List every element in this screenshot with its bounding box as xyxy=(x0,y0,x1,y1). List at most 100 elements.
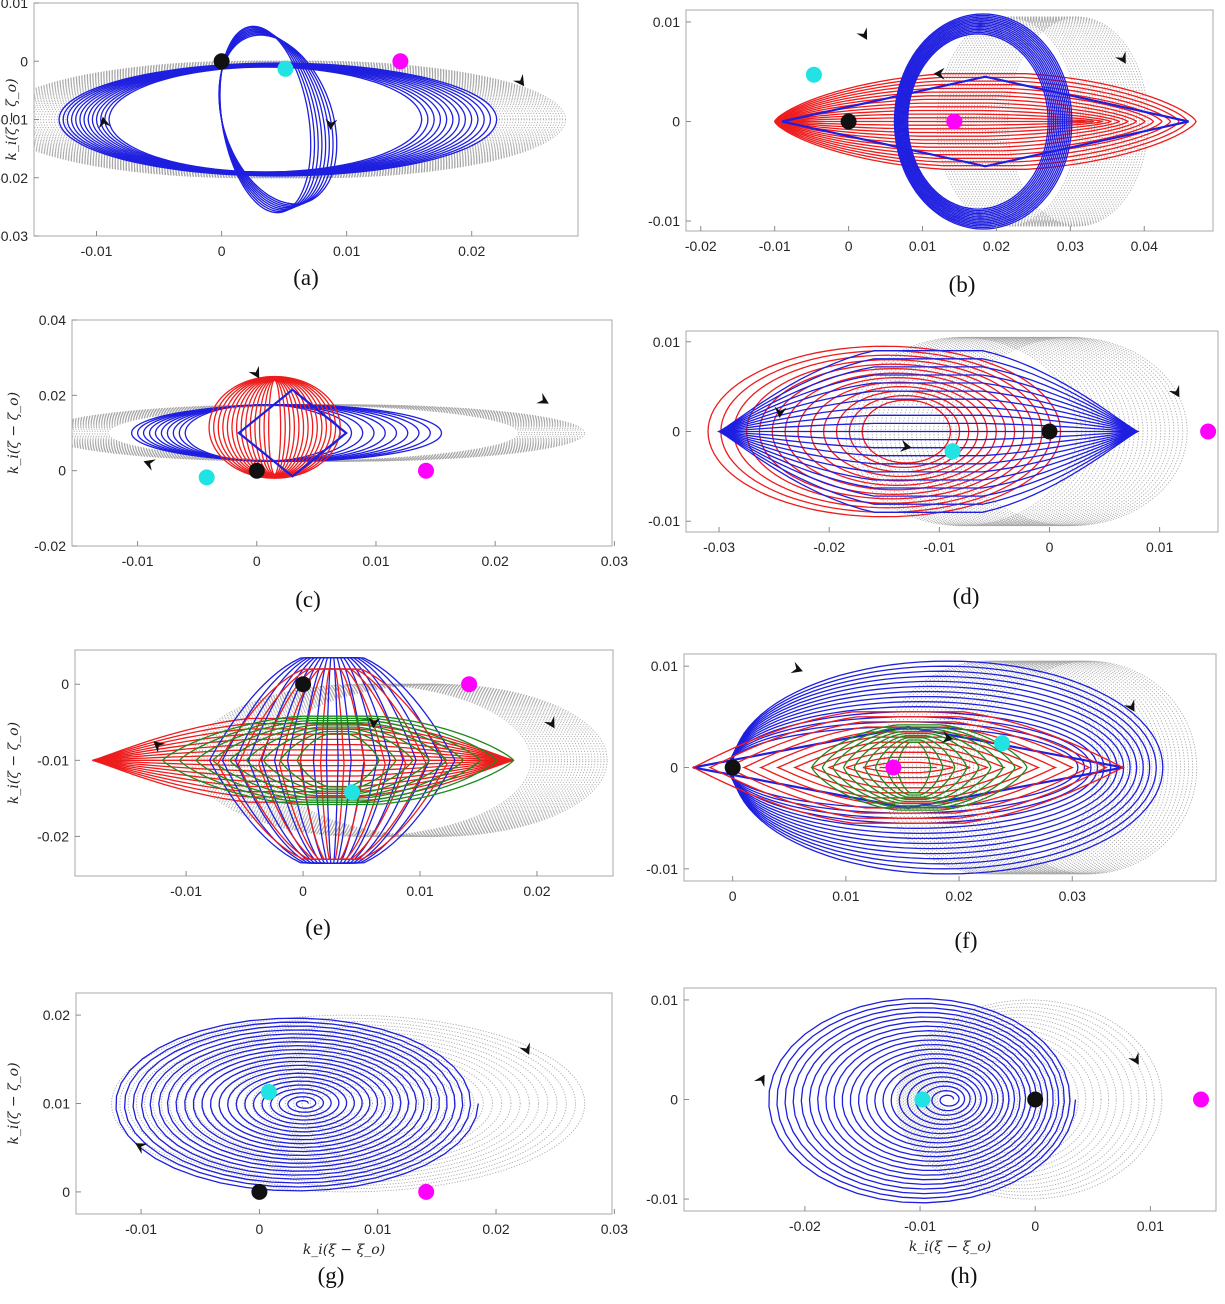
xtick-label-g-1: 0 xyxy=(256,1221,264,1237)
panel-e: -0.01 0 0.01 0.02 -0.02 -0.01 0 k_i(ζ − ζ_o) (e) xyxy=(6,649,614,940)
curve-b-2-7 xyxy=(899,22,1062,221)
curve-b-0-4 xyxy=(948,16,1090,227)
series-e-4-green xyxy=(161,715,515,806)
curve-g-0-4 xyxy=(284,1079,392,1128)
xtick-label-b-2: 0 xyxy=(845,238,853,254)
xtick-label-d-3: 0 xyxy=(1046,539,1054,555)
axes-frame-b xyxy=(685,9,1214,232)
curve-b-2-8 xyxy=(898,20,1064,223)
curve-h-0-19 xyxy=(906,1020,1117,1179)
curve-e-4-7 xyxy=(178,717,498,803)
ytick-label-b-2: 0.01 xyxy=(653,14,680,30)
xtick-label-g-4: 0.03 xyxy=(601,1221,628,1237)
curve-b-0-5 xyxy=(950,16,1093,227)
marker-a-black xyxy=(213,53,230,70)
curve-e-2-1 xyxy=(312,656,352,864)
ytick-label-d-0: -0.01 xyxy=(648,513,680,529)
series-c-1-blue xyxy=(130,404,443,462)
plot-area-e xyxy=(92,656,608,864)
xtick-label-b-5: 0.03 xyxy=(1057,238,1084,254)
ytick-label-h-2: 0.01 xyxy=(651,992,678,1008)
direction-arrow-d-0 xyxy=(774,406,787,418)
curve-b-1-12 xyxy=(775,76,1189,167)
curve-b-0-14 xyxy=(976,16,1118,227)
curve-g-0-10 xyxy=(235,1061,447,1146)
direction-arrow-c-0 xyxy=(248,365,260,379)
curve-c-1-9 xyxy=(130,404,443,462)
curve-e-4-3 xyxy=(246,726,431,795)
marker-e-magenta xyxy=(461,676,478,693)
curve-b-2-13 xyxy=(893,13,1073,230)
series-c-2-red xyxy=(208,375,341,479)
curve-e-4-6 xyxy=(195,719,481,801)
ytick-label-c-0: -0.02 xyxy=(34,538,66,554)
ylabel-g: k_i(ζ − ζ_o) xyxy=(6,1062,22,1144)
curve-f-3-5 xyxy=(792,741,1023,794)
curve-g-0-0 xyxy=(318,1092,355,1115)
curve-h-0-24 xyxy=(898,1003,1155,1196)
curve-b-0-18 xyxy=(987,16,1129,227)
curve-e-4-1 xyxy=(279,730,397,790)
curve-c-1-5 xyxy=(154,404,398,462)
xtick-label-c-0: -0.01 xyxy=(122,553,154,569)
curve-b-0-10 xyxy=(964,16,1107,227)
curve-c-2-0 xyxy=(268,379,282,476)
panel-label-h: (h) xyxy=(951,1263,978,1288)
xtick-label-a-2: 0.01 xyxy=(333,243,360,259)
xtick-label-g-2: 0.01 xyxy=(364,1221,391,1237)
panel-label-b: (b) xyxy=(949,272,976,297)
curve-b-0-8 xyxy=(959,16,1101,227)
ytick-label-d-1: 0 xyxy=(672,424,680,440)
direction-arrow-a-1 xyxy=(325,118,338,130)
direction-arrow-b-1 xyxy=(933,67,945,80)
curve-b-2-6 xyxy=(900,24,1060,219)
panel-g: -0.01 0 0.01 0.02 0.03 0 0.01 0.02 k_i(ζ − ζ_o)k… xyxy=(6,992,628,1288)
series-d-2-blue xyxy=(717,350,1140,513)
curve-b-2-10 xyxy=(896,17,1068,226)
curve-b-2-3 xyxy=(904,28,1055,215)
curve-g-0-9 xyxy=(243,1064,438,1143)
ylabel-e: k_i(ζ − ζ_o) xyxy=(6,722,22,804)
curve-a-1-11 xyxy=(62,62,492,177)
direction-arrow-g-1 xyxy=(519,1042,530,1055)
curve-a-2-4 xyxy=(218,29,323,210)
panel-c: -0.01 0 0.01 0.02 0.03 -0.02 0 0.02 0.04 k_i(ζ − … xyxy=(6,312,628,612)
curve-b-0-17 xyxy=(984,16,1126,227)
curve-g-0-7 xyxy=(260,1070,420,1137)
curve-a-1-3 xyxy=(95,65,442,174)
curve-e-4-2 xyxy=(262,728,414,792)
marker-g-black xyxy=(251,1183,268,1200)
marker-h-cyan xyxy=(914,1091,931,1108)
direction-arrow-e-1 xyxy=(368,716,381,729)
ytick-label-e-2: 0 xyxy=(61,676,69,692)
xtick-label-c-3: 0.02 xyxy=(482,553,509,569)
plot-area-b xyxy=(773,13,1197,230)
curve-a-1-0 xyxy=(108,66,423,173)
curve-f-4-6 xyxy=(832,728,1004,807)
curve-b-2-11 xyxy=(895,16,1069,227)
curve-f-0-15 xyxy=(940,660,1157,875)
curve-c-1-2 xyxy=(172,404,364,462)
curve-b-0-20 xyxy=(993,16,1135,227)
curve-f-3-11 xyxy=(691,711,1125,824)
curve-f-4-7 xyxy=(821,726,1016,809)
curve-a-2-7 xyxy=(219,25,312,214)
series-c-3-blue xyxy=(237,388,348,478)
curve-d-2-10 xyxy=(717,350,1140,513)
xtick-label-g-0: -0.01 xyxy=(125,1221,157,1237)
direction-arrow-c-2 xyxy=(536,392,549,404)
curve-f-0-24 xyxy=(977,660,1194,875)
marker-b-cyan xyxy=(805,66,822,83)
ytick-label-a-4: 0.01 xyxy=(1,0,28,11)
axes-frame-c xyxy=(71,319,613,547)
plot-area-h xyxy=(753,997,1209,1204)
ytick-label-c-3: 0.04 xyxy=(39,312,66,328)
curve-b-0-1 xyxy=(939,16,1081,227)
curve-f-0-14 xyxy=(936,660,1153,875)
curve-f-0-25 xyxy=(981,660,1198,875)
panel-label-e: (e) xyxy=(305,915,331,940)
xtick-label-f-1: 0.01 xyxy=(832,888,859,904)
curve-f-3-1 xyxy=(862,761,954,774)
marker-c-magenta xyxy=(418,462,434,479)
curve-b-0-11 xyxy=(967,16,1110,227)
